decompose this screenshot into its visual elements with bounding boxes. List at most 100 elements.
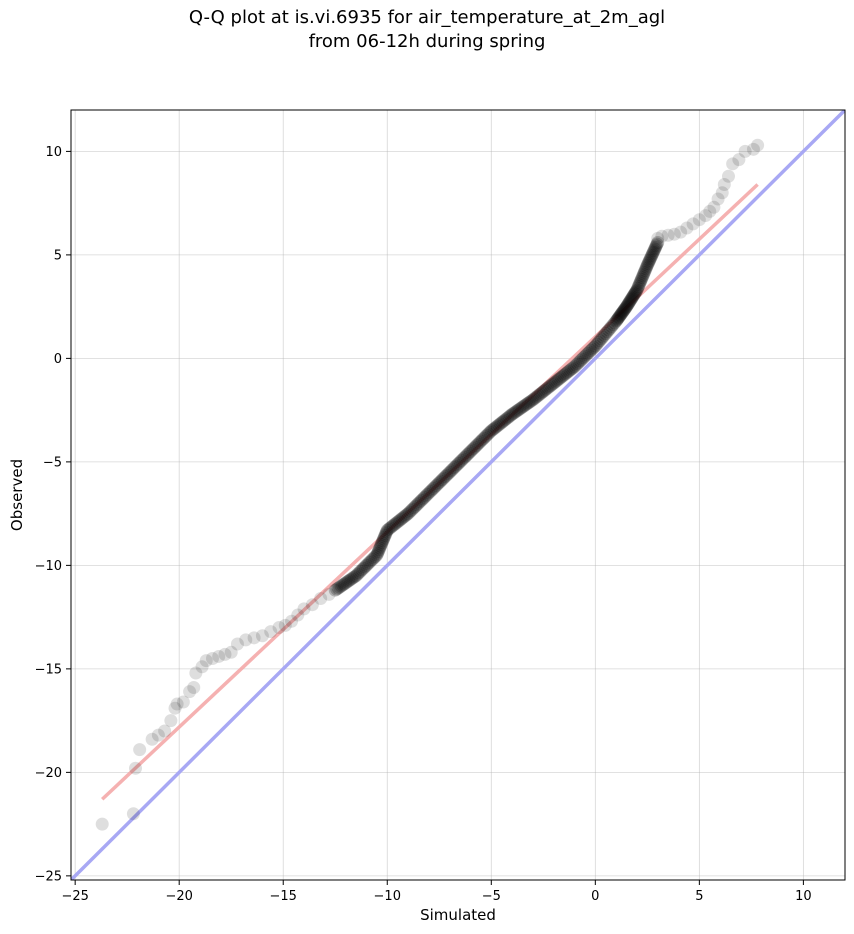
data-point (566, 361, 580, 375)
data-point (538, 383, 552, 397)
data-point (641, 257, 655, 271)
data-point (404, 504, 418, 518)
data-point (557, 368, 571, 382)
data-point (615, 306, 629, 320)
data-point (195, 660, 209, 674)
data-point (336, 578, 350, 592)
data-point (339, 576, 353, 590)
data-point (370, 548, 384, 562)
x-tick-label: 10 (795, 889, 812, 904)
data-point (532, 388, 546, 402)
data-point (593, 334, 607, 348)
data-point (459, 449, 473, 463)
data-point (575, 352, 589, 366)
data-point (617, 303, 631, 317)
data-point (450, 458, 464, 472)
data-point (523, 395, 537, 409)
data-point (224, 645, 238, 659)
data-point (560, 366, 574, 380)
data-point (620, 300, 634, 314)
data-point (619, 301, 633, 315)
data-point (331, 581, 345, 595)
data-point (585, 342, 599, 356)
data-point (474, 434, 488, 448)
x-tick-label: −20 (165, 889, 192, 904)
fit-line (101, 183, 759, 801)
data-point (438, 470, 452, 484)
data-point (423, 484, 437, 498)
data-point (576, 351, 590, 365)
data-point (362, 555, 376, 569)
y-tick-label: −15 (35, 662, 62, 677)
data-point (377, 532, 391, 546)
data-point (386, 518, 400, 532)
data-point (376, 534, 390, 548)
data-point (401, 507, 415, 521)
data-point (129, 761, 142, 775)
data-point (605, 319, 619, 333)
data-point (646, 247, 660, 261)
data-point (435, 473, 449, 487)
x-tick-label: 5 (695, 889, 703, 904)
data-point (554, 370, 568, 384)
data-point (212, 649, 226, 663)
data-point (527, 392, 541, 406)
data-point (721, 169, 735, 183)
data-point (646, 245, 660, 259)
data-point (692, 213, 706, 227)
x-tick-label: −15 (270, 889, 297, 904)
data-point (572, 355, 586, 369)
data-point (645, 248, 659, 262)
data-point (469, 439, 483, 453)
data-point (343, 573, 357, 587)
data-point (632, 278, 646, 292)
data-point (643, 253, 657, 267)
data-point (751, 138, 765, 152)
data-point (314, 591, 328, 605)
data-point (587, 340, 601, 354)
data-point (717, 178, 731, 192)
data-point (746, 142, 760, 156)
data-point (510, 404, 524, 418)
data-point (189, 666, 203, 680)
data-point (322, 587, 336, 601)
data-point (620, 298, 634, 312)
data-point (379, 527, 393, 541)
identity-line-segment (71, 110, 845, 880)
data-point (501, 411, 515, 425)
data-point (667, 227, 681, 241)
data-point (395, 511, 409, 525)
data-point (578, 349, 592, 363)
data-point (426, 481, 440, 495)
data-point (536, 385, 550, 399)
data-point (359, 558, 373, 572)
data-point (406, 502, 420, 516)
data-point (582, 345, 596, 359)
data-point (255, 629, 269, 643)
data-point (420, 487, 434, 501)
data-point (505, 407, 519, 421)
data-point (411, 496, 425, 510)
data-point (444, 464, 458, 478)
data-point (330, 582, 344, 596)
data-point (556, 369, 570, 383)
data-point (569, 358, 583, 372)
data-point (371, 546, 385, 560)
data-point (264, 625, 278, 639)
data-point (168, 701, 182, 715)
data-point (627, 288, 641, 302)
data-point (345, 572, 359, 586)
data-point (507, 406, 521, 420)
data-point (351, 567, 365, 581)
data-point (413, 495, 427, 509)
data-point (625, 290, 639, 304)
data-point (305, 598, 319, 612)
data-point (133, 743, 147, 757)
data-point (699, 209, 713, 223)
data-point (373, 541, 387, 555)
data-point (455, 453, 469, 467)
data-point (364, 554, 378, 568)
data-point (495, 416, 509, 430)
data-point (623, 295, 637, 309)
data-point (610, 313, 624, 327)
